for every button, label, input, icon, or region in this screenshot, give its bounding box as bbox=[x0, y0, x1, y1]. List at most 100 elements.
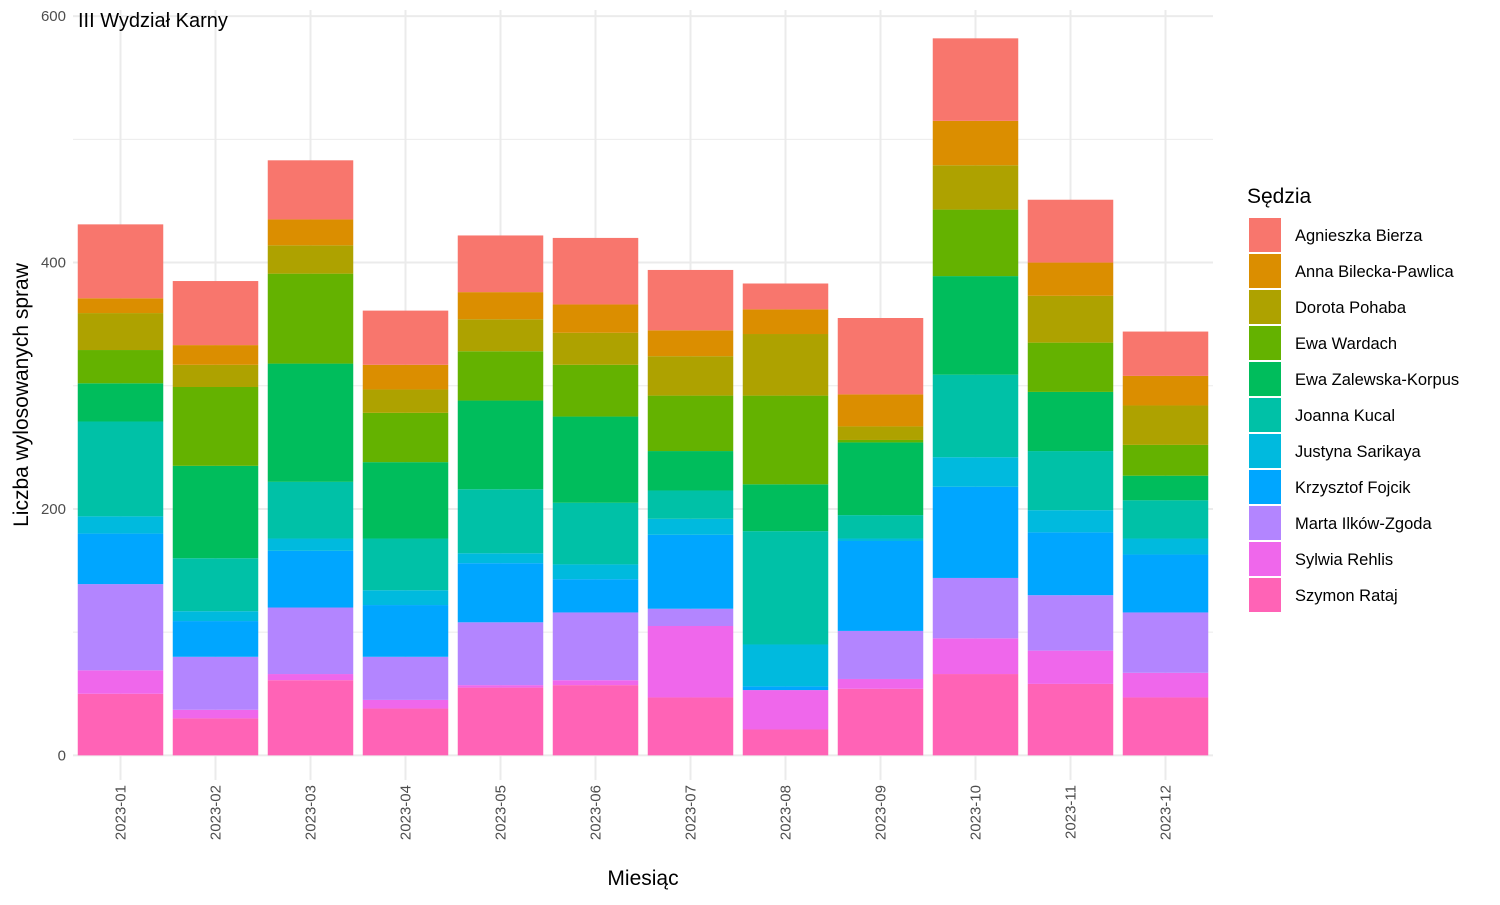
bar-segment bbox=[742, 334, 829, 396]
bar-segment bbox=[552, 332, 639, 365]
bar-segment bbox=[77, 516, 164, 534]
y-axis-title: Liczba wylosowanych spraw bbox=[10, 262, 33, 527]
bar-segment bbox=[172, 364, 259, 387]
bar-segment bbox=[362, 605, 449, 657]
bar-segment bbox=[457, 351, 544, 401]
legend-key bbox=[1249, 434, 1281, 468]
chart-title: III Wydział Karny bbox=[78, 10, 228, 32]
bar-segment bbox=[647, 697, 734, 756]
bar-segment bbox=[172, 718, 259, 756]
bar-segment bbox=[267, 538, 354, 551]
bar-segment bbox=[457, 292, 544, 320]
bar-segment bbox=[457, 489, 544, 554]
bar-segment bbox=[837, 538, 924, 541]
bar-segment bbox=[932, 577, 1019, 639]
bar-segment bbox=[362, 310, 449, 365]
bars-layer bbox=[77, 38, 1209, 756]
bar-segment bbox=[1122, 500, 1209, 539]
bar-segment bbox=[267, 219, 354, 246]
bar-segment bbox=[837, 540, 924, 631]
legend-key bbox=[1249, 290, 1281, 324]
bar-segment bbox=[932, 38, 1019, 121]
bar-segment bbox=[932, 674, 1019, 756]
bar-segment bbox=[77, 693, 164, 756]
legend-key bbox=[1249, 506, 1281, 540]
bar-segment bbox=[457, 400, 544, 490]
bar-segment bbox=[552, 364, 639, 417]
bar-segment bbox=[552, 680, 639, 686]
legend-label: Sylwia Rehlis bbox=[1295, 551, 1393, 569]
bar-segment bbox=[362, 462, 449, 539]
bar-segment bbox=[362, 364, 449, 390]
legend-key bbox=[1249, 362, 1281, 396]
bar-segment bbox=[1122, 672, 1209, 698]
bar-segment bbox=[647, 269, 734, 331]
bar-segment bbox=[172, 611, 259, 622]
bar-segment bbox=[172, 656, 259, 710]
legend-label: Dorota Pohaba bbox=[1295, 299, 1407, 317]
bar-segment bbox=[1122, 475, 1209, 501]
bar-segment bbox=[837, 394, 924, 427]
bar-segment bbox=[932, 638, 1019, 675]
bar-segment bbox=[1027, 650, 1114, 684]
bar-segment bbox=[77, 313, 164, 351]
bar-segment bbox=[647, 608, 734, 626]
bar-segment bbox=[457, 622, 544, 686]
legend-label: Anna Bilecka-Pawlica bbox=[1295, 263, 1454, 281]
bar-segment bbox=[362, 538, 449, 591]
bar-segment bbox=[1122, 612, 1209, 673]
bar-segment bbox=[1122, 554, 1209, 613]
x-tick-label: 2023-04 bbox=[398, 785, 415, 840]
bar-segment bbox=[1122, 444, 1209, 476]
bar-segment bbox=[552, 579, 639, 613]
bar-segment bbox=[932, 120, 1019, 166]
legend-label: Ewa Wardach bbox=[1295, 335, 1397, 353]
bar-segment bbox=[267, 680, 354, 756]
x-tick-label: 2023-12 bbox=[1158, 785, 1175, 840]
legend-label: Szymon Rataj bbox=[1295, 587, 1398, 605]
bar-segment bbox=[77, 298, 164, 314]
bar-segment bbox=[77, 383, 164, 422]
bar-segment bbox=[837, 442, 924, 516]
legend-label: Marta Ilków-Zgoda bbox=[1295, 515, 1432, 533]
axes-layer: 0 200 400 600 2023-01 2023-02 2023-03 2023-04 20… bbox=[41, 8, 1175, 840]
bar-segment bbox=[1027, 451, 1114, 511]
bar-segment bbox=[1027, 391, 1114, 452]
bar-segment bbox=[932, 486, 1019, 578]
bar-segment bbox=[552, 564, 639, 580]
bar-segment bbox=[457, 687, 544, 756]
bar-segment bbox=[1122, 538, 1209, 555]
bar-segment bbox=[172, 281, 259, 346]
bar-segment bbox=[742, 644, 829, 687]
bar-segment bbox=[172, 465, 259, 559]
x-axis-title: Miesiąc bbox=[607, 867, 678, 890]
bar-segment bbox=[742, 531, 829, 645]
bar-segment bbox=[837, 426, 924, 440]
bar-segment bbox=[267, 674, 354, 681]
bar-segment bbox=[1027, 595, 1114, 651]
bar-segment bbox=[457, 563, 544, 623]
bar-segment bbox=[647, 395, 734, 452]
bar-segment bbox=[172, 558, 259, 612]
bar-segment bbox=[932, 165, 1019, 210]
bar-segment bbox=[267, 607, 354, 675]
bar-segment bbox=[552, 304, 639, 333]
bar-segment bbox=[837, 515, 924, 539]
bar-segment bbox=[1027, 199, 1114, 263]
x-tick-label: 2023-03 bbox=[303, 785, 320, 840]
x-tick-label: 2023-07 bbox=[683, 785, 700, 840]
bar-segment bbox=[267, 481, 354, 539]
bar-segment bbox=[77, 224, 164, 299]
bar-segment bbox=[77, 421, 164, 517]
bar-segment bbox=[742, 729, 829, 756]
legend-label: Ewa Zalewska-Korpus bbox=[1295, 371, 1459, 389]
bar-segment bbox=[457, 235, 544, 293]
bar-segment bbox=[647, 626, 734, 698]
bar-segment bbox=[647, 330, 734, 357]
x-tick-label: 2023-02 bbox=[208, 785, 225, 840]
bar-segment bbox=[552, 612, 639, 681]
x-tick-label: 2023-06 bbox=[588, 785, 605, 840]
x-tick-label: 2023-09 bbox=[873, 785, 890, 840]
bar-segment bbox=[1122, 331, 1209, 376]
